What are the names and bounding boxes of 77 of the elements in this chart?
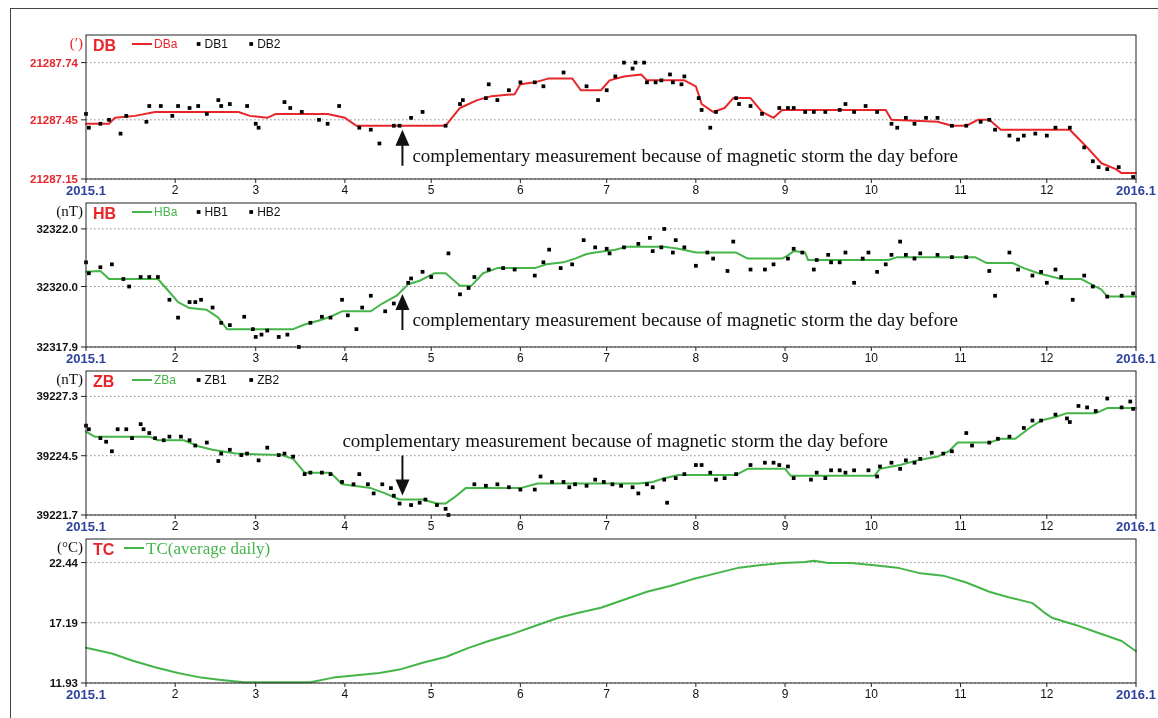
x-tick-label: 10	[864, 183, 879, 198]
x-tick-label: 11	[954, 351, 968, 366]
legend-label: DB1	[204, 37, 229, 52]
x-tick-label: 8	[692, 351, 700, 366]
y-axis-title: (′)	[69, 35, 83, 53]
x-tick-label: 4	[341, 351, 349, 366]
x-tick-label: 5	[427, 351, 435, 366]
y-axis-title: (nT)	[56, 203, 83, 221]
legend-label: ZB2	[257, 373, 280, 388]
x-tick-label: 11	[954, 519, 968, 534]
x-tick-label: 12	[1040, 687, 1054, 702]
x-tick-label: 2	[171, 519, 179, 534]
x-tick-label: 9	[781, 183, 789, 198]
x-tick-label: 3	[252, 183, 260, 198]
y-tick-label: 39224.5	[36, 449, 79, 462]
x-tick-label: 4	[341, 519, 349, 534]
y-tick-label: 21287.74	[30, 56, 79, 69]
y-tick-label: 21287.45	[30, 113, 79, 126]
x-tick-label: 3	[252, 351, 260, 366]
chart-title: HB	[93, 204, 117, 222]
x-tick-label: 8	[692, 183, 700, 198]
x-tick-label: 2016.1	[1116, 518, 1156, 534]
x-tick-label: 7	[603, 351, 611, 366]
x-tick-label: 2	[171, 183, 179, 198]
legend-label: ZB1	[204, 373, 227, 388]
chart-title: ZB	[93, 372, 115, 390]
x-tick-label: 2016.1	[1116, 182, 1156, 198]
x-tick-label: 7	[603, 687, 611, 702]
legend-label: DBa	[154, 37, 178, 52]
x-tick-label: 8	[692, 687, 700, 702]
legend-label: HBa	[154, 205, 178, 220]
x-tick-label: 11	[954, 183, 968, 198]
x-tick-label: 6	[517, 351, 525, 366]
x-tick-label: 2016.1	[1116, 686, 1156, 702]
y-tick-label: 22.44	[49, 556, 79, 569]
x-tick-label: 2016.1	[1116, 350, 1156, 366]
x-tick-label: 11	[954, 687, 968, 702]
chart-title: DB	[93, 36, 117, 54]
y-tick-label: 39227.3	[36, 390, 78, 403]
legend-label: HB1	[204, 205, 229, 220]
x-tick-label: 4	[341, 687, 349, 702]
y-tick-label: 32320.0	[36, 280, 78, 293]
annotation: complementary measurement because of magnetic storm the day before	[412, 144, 958, 166]
chart-title: TC	[93, 540, 115, 558]
x-tick-label: 3	[252, 519, 260, 534]
x-tick-label: 8	[692, 519, 700, 534]
y-tick-label: 17.19	[49, 616, 78, 629]
x-tick-label: 3	[252, 687, 260, 702]
x-tick-label: 10	[864, 687, 879, 702]
y-axis-title: (°C)	[57, 539, 83, 557]
legend-label: ZBa	[154, 373, 177, 388]
x-tick-label: 7	[603, 183, 611, 198]
x-tick-label: 4	[341, 183, 349, 198]
x-tick-label: 5	[427, 183, 435, 198]
x-tick-label: 9	[781, 519, 789, 534]
legend-label: TC(average daily)	[146, 538, 271, 558]
annotation: complementary measurement because of magnetic storm the day before	[342, 429, 888, 451]
x-tick-label: 5	[427, 519, 435, 534]
x-tick-label: 6	[517, 687, 525, 702]
x-tick-label: 5	[427, 687, 435, 702]
x-tick-label: 12	[1040, 183, 1054, 198]
y-axis-title: (nT)	[56, 371, 83, 389]
x-tick-label: 6	[517, 183, 525, 198]
y-tick-label: 32322.0	[36, 222, 78, 235]
x-tick-label: 9	[781, 687, 789, 702]
x-tick-label: 2	[171, 351, 179, 366]
x-tick-label: 12	[1040, 519, 1054, 534]
x-tick-label: 10	[864, 351, 879, 366]
x-tick-label: 7	[603, 519, 611, 534]
annotation: complementary measurement because of magnetic storm the day before	[412, 308, 958, 330]
legend-label: HB2	[257, 205, 281, 220]
legend-label: DB2	[257, 37, 281, 52]
x-tick-label: 2	[171, 687, 179, 702]
x-tick-label: 6	[517, 519, 525, 534]
x-tick-label: 10	[864, 519, 879, 534]
x-tick-label: 9	[781, 351, 789, 366]
x-tick-label: 12	[1040, 351, 1054, 366]
